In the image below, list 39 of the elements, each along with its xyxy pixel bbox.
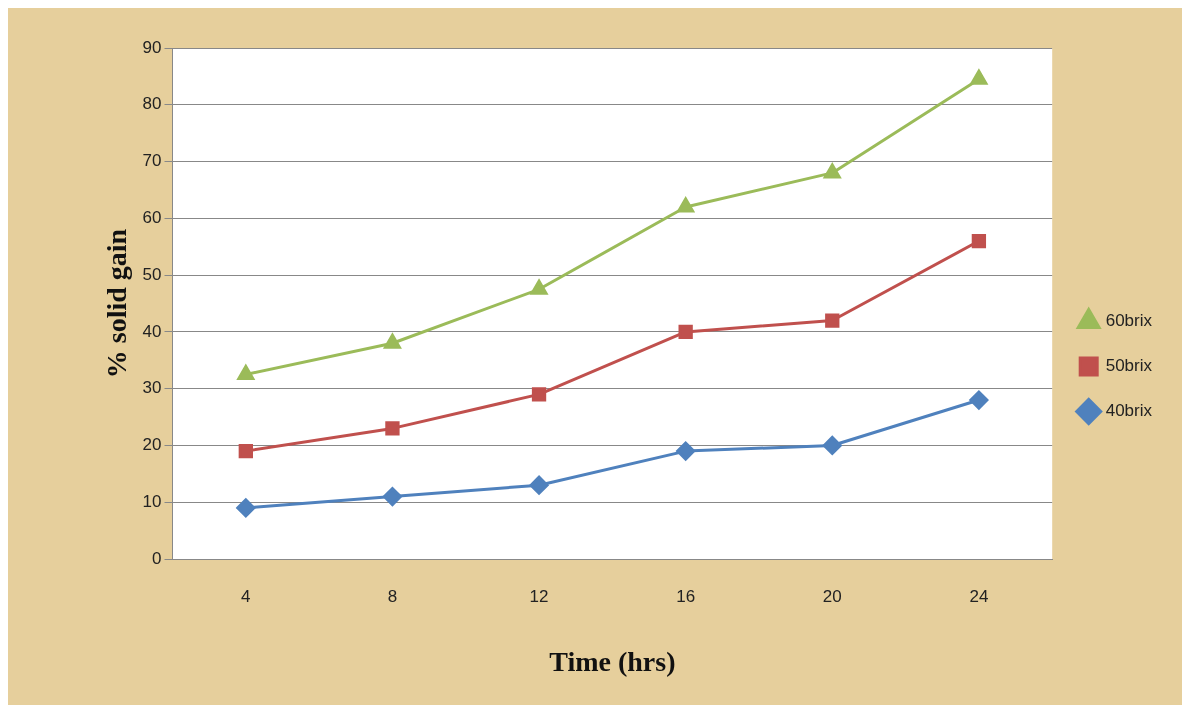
y-tick-label: 80 [142,94,162,114]
y-tick-label: 30 [142,378,162,398]
point [970,69,988,85]
y-tick-label: 20 [142,435,162,455]
point [385,421,400,436]
x-tick-label: 4 [241,586,251,606]
legend-label: 40brix [1105,401,1153,421]
x-tick-label: 20 [822,586,842,606]
y-tick-label: 70 [142,151,162,171]
point [825,313,840,328]
point [531,387,547,402]
y-tick-label: 10 [142,491,162,511]
point [382,487,402,507]
point [676,441,696,461]
y-axis-title: % solid gain [101,228,133,379]
y-tick-label: 40 [142,321,162,341]
legend-label: 50brix [1105,356,1153,376]
point [237,364,255,380]
point [529,475,549,495]
point [238,443,253,459]
point [530,279,548,295]
point [678,324,693,340]
x-axis-title: Time (hrs) [549,646,676,678]
x-tick-label: 12 [529,586,549,606]
y-tick-label: 0 [152,548,162,568]
point [677,197,695,213]
point [969,390,989,410]
point [384,333,401,349]
x-tick-label: 16 [676,586,696,606]
point [971,233,987,249]
x-tick-label: 8 [387,586,398,606]
y-tick-label: 90 [142,37,162,57]
x-tick-label: 24 [969,586,989,606]
point [823,163,841,179]
point [822,435,842,455]
point [236,498,256,518]
legend-label: 60brix [1105,311,1153,331]
y-tick-label: 50 [142,264,162,284]
y-tick-label: 60 [142,208,162,228]
